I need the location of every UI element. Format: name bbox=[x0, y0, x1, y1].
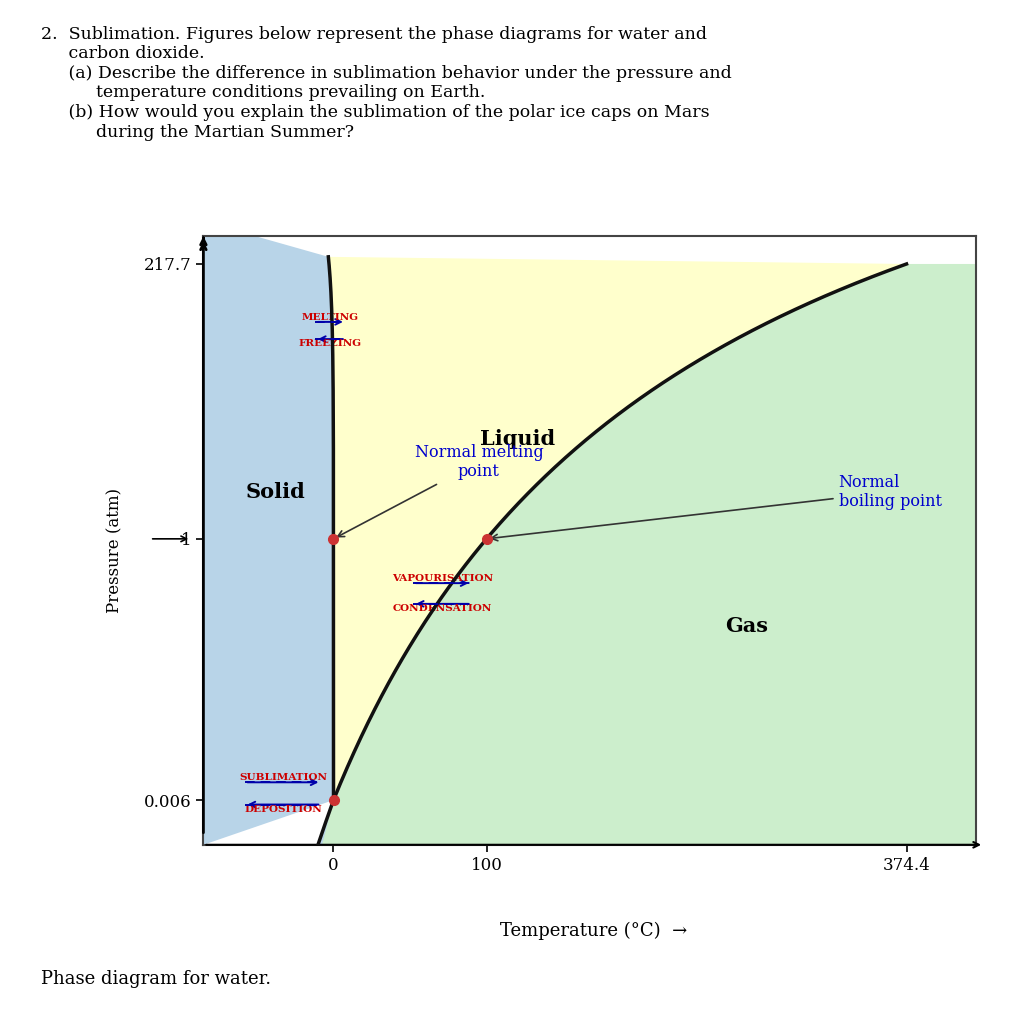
Text: VAPOURISATION: VAPOURISATION bbox=[392, 574, 492, 583]
Text: MELTING: MELTING bbox=[302, 313, 359, 322]
Text: Normal
boiling point: Normal boiling point bbox=[491, 474, 942, 541]
Polygon shape bbox=[203, 264, 976, 1024]
Text: Pressure (atm): Pressure (atm) bbox=[106, 487, 123, 612]
Text: DEPOSITION: DEPOSITION bbox=[244, 805, 321, 813]
Text: FREEZING: FREEZING bbox=[299, 339, 362, 348]
Text: Liquid: Liquid bbox=[480, 429, 554, 450]
Text: Normal melting
point: Normal melting point bbox=[338, 443, 543, 537]
Text: Gas: Gas bbox=[725, 616, 768, 636]
Text: SUBLIMATION: SUBLIMATION bbox=[239, 773, 327, 782]
Polygon shape bbox=[328, 257, 906, 800]
Polygon shape bbox=[203, 221, 334, 1024]
Text: Temperature (°C)  →: Temperature (°C) → bbox=[500, 923, 687, 940]
Text: CONDENSATION: CONDENSATION bbox=[393, 604, 492, 612]
Text: Solid: Solid bbox=[245, 482, 305, 502]
Text: 2.  Sublimation. Figures below represent the phase diagrams for water and
     c: 2. Sublimation. Figures below represent … bbox=[41, 26, 731, 140]
Text: Phase diagram for water.: Phase diagram for water. bbox=[41, 970, 271, 988]
